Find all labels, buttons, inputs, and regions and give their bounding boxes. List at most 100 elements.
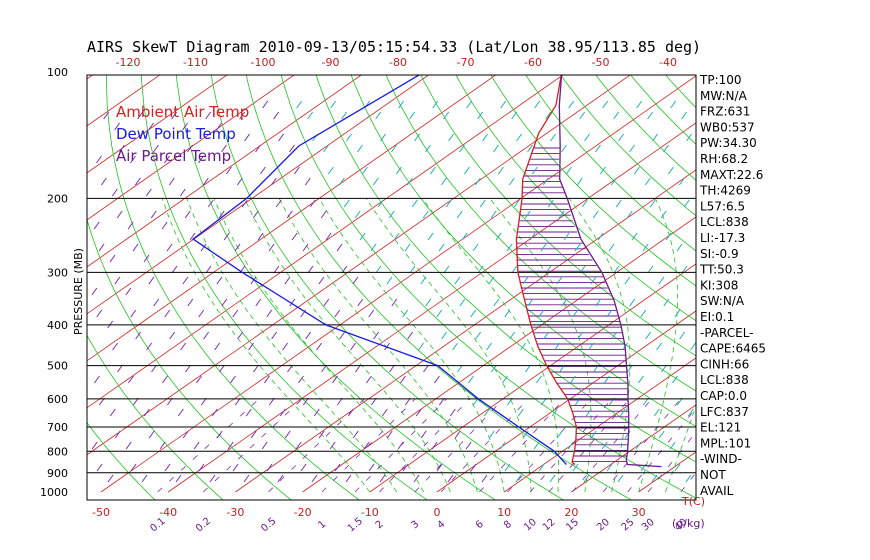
wind-barb-tick — [579, 111, 586, 120]
wind-barb-tick — [361, 166, 368, 175]
wind-barb-tick — [291, 232, 298, 241]
wind-barb-tick — [583, 474, 590, 483]
wind-barb-tick — [452, 342, 459, 351]
bottom-temp-tick: 30 — [632, 506, 646, 519]
wind-barb-tick — [470, 309, 477, 318]
wind-barb-tick — [266, 463, 273, 472]
stat-line: LFC:837 — [700, 405, 749, 419]
wind-barb-tick — [513, 199, 520, 208]
wind-barb-tick — [506, 243, 513, 252]
wind-barb-tick — [436, 463, 443, 472]
stat-line: RH:68.2 — [700, 152, 748, 166]
dry-adiabat-line — [385, 75, 696, 392]
wind-barb-tick — [296, 100, 303, 109]
wind-barb-tick — [343, 199, 350, 208]
wind-barb-tick — [465, 441, 472, 450]
wind-barb-tick — [271, 331, 278, 340]
dry-adiabat-line — [816, 53, 870, 501]
isotherm-line — [571, 404, 696, 493]
wind-barb-tick — [624, 276, 631, 285]
wind-barb-tick — [409, 111, 416, 120]
wind-barb-tick — [504, 309, 511, 318]
wind-barb-tick — [130, 463, 137, 472]
wind-barb-tick — [536, 375, 542, 384]
wind-barb-tick — [262, 100, 269, 109]
wind-barb-tick — [125, 287, 132, 296]
wind-barb-tick — [286, 210, 293, 219]
wind-barb-tick — [427, 232, 434, 241]
wind-barb-tick — [499, 441, 506, 450]
pressure-tick-label: 1000 — [40, 486, 68, 499]
wind-barb-tick — [357, 144, 363, 153]
pressure-tick-label: 600 — [47, 393, 68, 406]
mixing-ratio-label: 3 — [409, 519, 421, 532]
wind-barb-tick — [500, 100, 507, 109]
wind-barb-tick — [250, 276, 257, 285]
wind-barb-tick — [161, 221, 168, 230]
dry-adiabat-line — [525, 75, 696, 252]
wind-barb-tick — [527, 144, 533, 153]
wind-barb-tick — [640, 309, 647, 318]
stat-line: MPL:101 — [700, 436, 751, 450]
moist-adiabat-line — [665, 404, 696, 493]
wind-barb-tick — [239, 111, 246, 120]
wind-barb-tick — [311, 474, 318, 483]
wind-barb-tick — [137, 111, 144, 120]
moist-adiabat-line — [213, 198, 424, 493]
wind-barb-tick — [670, 100, 677, 109]
wind-barb-tick — [567, 441, 574, 450]
mixing-ratio-line — [479, 398, 565, 493]
pressure-tick-label: 200 — [47, 192, 68, 205]
wind-barb-tick — [440, 177, 447, 186]
wind-barb-tick — [647, 265, 654, 274]
wind-barb-tick — [179, 188, 186, 197]
wind-barb-tick — [216, 276, 223, 285]
mixing-ratio-line — [202, 398, 303, 493]
wind-barb-tick — [216, 122, 223, 131]
wind-barb-tick — [323, 298, 330, 307]
stat-line: KI:308 — [700, 278, 738, 292]
wind-barb-tick — [130, 155, 136, 164]
bottom-temp-tick: 10 — [497, 506, 511, 519]
wind-barb-tick — [103, 111, 110, 120]
wind-barb-tick — [647, 111, 654, 120]
wind-barb-tick — [676, 243, 683, 252]
wind-barb-tick — [653, 408, 660, 417]
wind-barb-tick — [418, 342, 425, 351]
wind-barb-tick — [325, 232, 332, 241]
bottom-temp-tick-labels: -50 -40 -30 -20 -10 0 10 20 30 — [92, 506, 646, 519]
wind-barb-tick — [135, 331, 142, 340]
wind-barb-tick — [193, 441, 200, 450]
wind-barb-tick — [590, 276, 597, 285]
mixing-ratio-label: 8 — [502, 519, 514, 532]
wind-barb-tick — [422, 210, 429, 219]
wind-barb-tick — [243, 474, 250, 483]
wind-barb-tick — [468, 375, 474, 384]
wind-barb-tick — [556, 276, 563, 285]
wind-barb-tick — [316, 342, 323, 351]
wind-barb-tick — [284, 430, 291, 439]
wind-barb-tick — [366, 375, 372, 384]
wind-barb-tick — [515, 474, 522, 483]
wind-barb-tick — [525, 364, 531, 373]
wind-barb-tick — [443, 265, 450, 274]
dry-adiabat-line — [210, 75, 565, 500]
wind-barb-tick — [151, 364, 157, 373]
plot-frame — [86, 74, 697, 501]
wind-barb-tick — [125, 441, 132, 450]
wind-barb-tick — [504, 463, 511, 472]
wind-barb-tick — [209, 474, 216, 483]
mixing-ratio-line — [647, 431, 696, 493]
bottom-temp-tick: 20 — [564, 506, 578, 519]
wind-barb-tick — [391, 298, 398, 307]
wind-barb-tick — [493, 298, 500, 307]
wind-barb-tick — [363, 441, 370, 450]
stat-line: EI:0.1 — [700, 310, 734, 324]
wind-barb-tick — [393, 232, 400, 241]
wind-barb-tick — [572, 309, 579, 318]
wind-barb-tick — [321, 364, 327, 373]
wind-barb-tick — [218, 210, 225, 219]
wind-barb-tick — [96, 309, 103, 318]
wind-barb-tick — [606, 309, 613, 318]
wind-barb-tick — [533, 441, 540, 450]
